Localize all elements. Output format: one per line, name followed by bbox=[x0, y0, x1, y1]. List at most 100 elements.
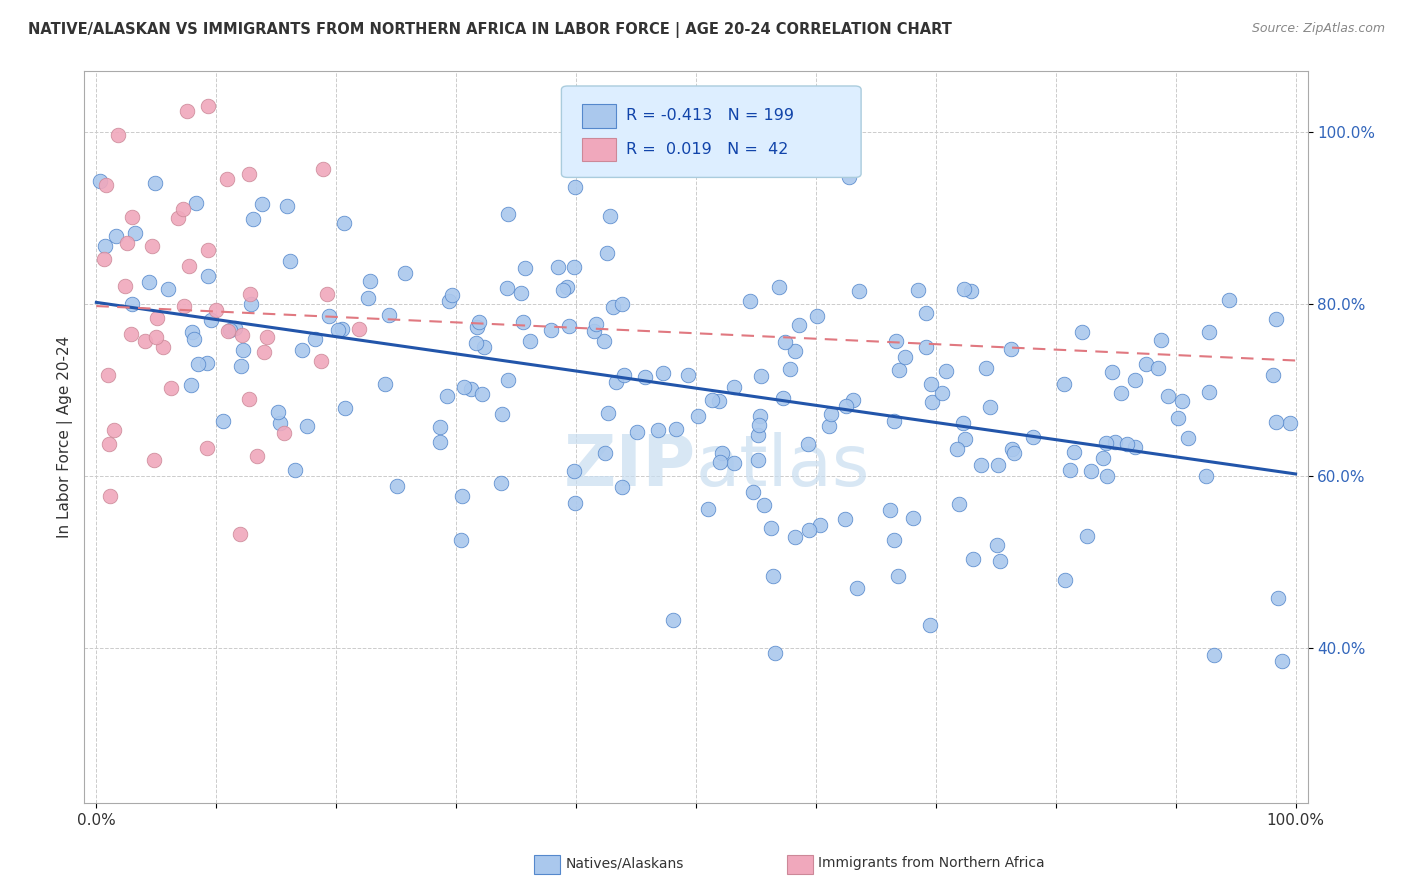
Point bbox=[143, 176, 166, 190]
Point bbox=[1267, 591, 1289, 606]
Point bbox=[593, 446, 616, 460]
Point bbox=[1080, 464, 1102, 478]
Point bbox=[159, 381, 181, 395]
Point bbox=[120, 326, 142, 341]
Point bbox=[759, 521, 782, 535]
Point bbox=[142, 453, 165, 467]
Point bbox=[921, 395, 943, 409]
Point bbox=[1076, 529, 1098, 543]
Point bbox=[848, 284, 870, 298]
Point bbox=[467, 315, 489, 329]
Point bbox=[962, 551, 984, 566]
Point bbox=[883, 414, 905, 428]
Point bbox=[610, 296, 633, 310]
Point bbox=[229, 527, 252, 541]
Point bbox=[752, 498, 775, 512]
Point bbox=[177, 259, 200, 273]
Point bbox=[394, 266, 416, 280]
Point bbox=[596, 406, 619, 420]
Point bbox=[709, 455, 731, 469]
Point bbox=[986, 538, 1008, 552]
Point bbox=[785, 344, 807, 359]
Point bbox=[231, 327, 253, 342]
Point bbox=[183, 332, 205, 346]
Point bbox=[238, 392, 260, 406]
Point bbox=[1002, 446, 1025, 460]
Point bbox=[768, 280, 790, 294]
Point bbox=[1123, 440, 1146, 454]
Point bbox=[205, 303, 228, 318]
Point bbox=[1195, 469, 1218, 483]
Point bbox=[723, 379, 745, 393]
Point bbox=[1091, 450, 1114, 465]
Point bbox=[256, 330, 278, 344]
Point bbox=[763, 646, 786, 660]
Point bbox=[512, 315, 534, 329]
Point bbox=[316, 286, 339, 301]
Point bbox=[1094, 436, 1116, 450]
Point bbox=[104, 229, 127, 244]
Point bbox=[117, 236, 139, 251]
Point bbox=[903, 511, 925, 525]
Point bbox=[920, 377, 942, 392]
Point bbox=[1157, 389, 1180, 403]
Point bbox=[887, 569, 910, 583]
Point bbox=[838, 169, 860, 184]
Point bbox=[599, 209, 621, 223]
Point bbox=[304, 332, 326, 346]
Point bbox=[970, 458, 993, 473]
Point bbox=[634, 370, 657, 384]
Point bbox=[779, 362, 801, 376]
Point bbox=[180, 326, 202, 340]
Point bbox=[748, 418, 770, 433]
Point bbox=[429, 419, 451, 434]
Point bbox=[450, 489, 472, 503]
Point bbox=[141, 238, 163, 252]
Point bbox=[665, 422, 688, 436]
Point bbox=[278, 253, 301, 268]
Point bbox=[184, 195, 207, 210]
Point bbox=[1198, 384, 1220, 399]
Point bbox=[647, 423, 669, 437]
Point bbox=[894, 351, 917, 365]
Point bbox=[212, 414, 235, 428]
Point bbox=[1054, 573, 1077, 587]
Point bbox=[330, 322, 353, 336]
Text: Source: ZipAtlas.com: Source: ZipAtlas.com bbox=[1251, 22, 1385, 36]
Point bbox=[496, 280, 519, 294]
Point bbox=[510, 285, 533, 300]
Point bbox=[138, 275, 160, 289]
Point bbox=[688, 409, 710, 424]
Point bbox=[460, 382, 482, 396]
Point bbox=[1063, 445, 1085, 459]
Point bbox=[915, 339, 938, 353]
Point bbox=[948, 497, 970, 511]
Point bbox=[441, 287, 464, 301]
Point bbox=[834, 512, 856, 526]
Point bbox=[266, 404, 288, 418]
Point bbox=[678, 368, 700, 383]
Point bbox=[187, 357, 209, 371]
Point bbox=[953, 281, 976, 295]
Point bbox=[246, 449, 269, 463]
Point bbox=[311, 354, 333, 368]
Point bbox=[335, 401, 357, 415]
Point bbox=[783, 530, 806, 544]
Point bbox=[935, 364, 957, 378]
Point bbox=[988, 554, 1011, 568]
Point bbox=[907, 284, 929, 298]
Point bbox=[749, 369, 772, 384]
Point bbox=[332, 216, 354, 230]
Point bbox=[820, 407, 842, 421]
Point bbox=[952, 417, 974, 431]
Point bbox=[195, 441, 218, 455]
Point bbox=[232, 343, 254, 357]
Point bbox=[1053, 376, 1076, 391]
Point bbox=[747, 453, 769, 467]
Point bbox=[799, 523, 821, 537]
Point bbox=[167, 211, 190, 226]
Point bbox=[1059, 463, 1081, 477]
Point bbox=[808, 518, 831, 533]
Point bbox=[835, 399, 858, 413]
Point bbox=[596, 245, 619, 260]
